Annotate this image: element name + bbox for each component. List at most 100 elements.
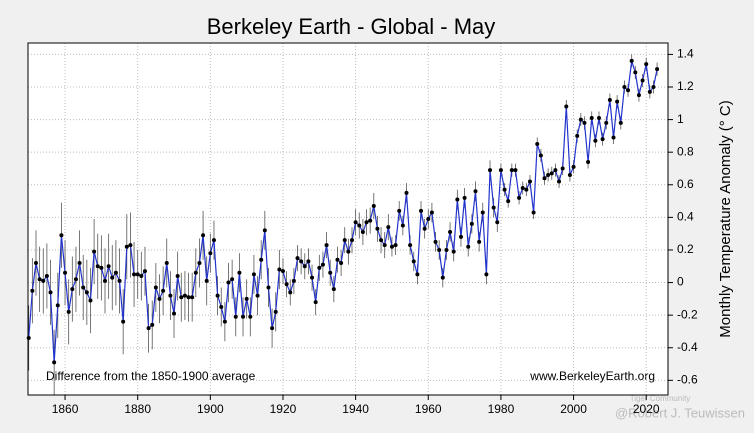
data-point [48, 290, 53, 295]
data-point [466, 244, 471, 249]
data-point [531, 210, 536, 215]
plot-border [27, 42, 669, 396]
y-tick-label: 1.2 [677, 79, 694, 93]
y-tick-label: -0.2 [677, 307, 698, 321]
data-point [488, 168, 493, 173]
data-point [589, 115, 594, 120]
data-point [546, 173, 551, 177]
data-point [458, 234, 463, 239]
data-point [527, 179, 532, 184]
data-point [164, 261, 169, 265]
data-point [360, 230, 365, 235]
data-point [66, 309, 71, 314]
y-tick-label: 0 [677, 275, 684, 289]
data-point [55, 303, 60, 308]
data-point [331, 287, 336, 292]
data-point [313, 300, 318, 305]
data-point [575, 133, 580, 138]
data-point [44, 274, 49, 279]
data-point [259, 257, 264, 262]
data-point [451, 249, 456, 254]
data-point [339, 261, 344, 265]
data-point [600, 137, 605, 142]
data-point [273, 309, 278, 314]
data-point [535, 142, 540, 147]
data-point [117, 278, 122, 283]
data-point [419, 208, 424, 213]
watermark: Tiger Community [630, 394, 691, 403]
data-point [317, 265, 322, 270]
data-point [99, 265, 104, 270]
x-tick-label: 1920 [270, 402, 297, 416]
data-point [124, 244, 129, 249]
x-tick-label: 2020 [633, 402, 660, 416]
data-point [462, 195, 467, 200]
data-point [208, 251, 213, 256]
data-point [346, 249, 351, 254]
y-tick-label: 0.8 [677, 144, 694, 158]
data-point [571, 164, 576, 169]
data-point [77, 261, 82, 265]
data-point [364, 220, 369, 225]
data-point [26, 335, 31, 340]
data-point [426, 217, 431, 221]
data-point [121, 319, 126, 324]
y-tick-label: 1.4 [677, 47, 694, 61]
data-point [498, 168, 503, 173]
data-point [179, 295, 184, 300]
data-point [277, 267, 282, 272]
data-point [59, 233, 64, 238]
data-point [139, 274, 144, 279]
data-point [408, 243, 413, 248]
y-tick-label: -0.4 [677, 340, 698, 354]
y-tick-label: 0.4 [677, 210, 694, 224]
data-point [142, 269, 147, 274]
data-point [241, 314, 246, 319]
data-point [636, 93, 641, 98]
data-point [30, 288, 35, 293]
data-point [655, 67, 660, 72]
data-point [226, 280, 231, 285]
data-point [578, 117, 583, 122]
data-point [201, 233, 206, 238]
data-point [353, 220, 358, 225]
data-point [567, 173, 572, 177]
data-point [586, 159, 591, 164]
data-point [81, 285, 86, 290]
data-point [280, 269, 285, 274]
data-point [222, 319, 227, 324]
data-point [469, 221, 474, 226]
data-point [320, 262, 325, 267]
data-point [95, 264, 100, 269]
data-point [113, 270, 118, 275]
data-point [644, 62, 649, 67]
data-point [640, 78, 645, 83]
data-point [270, 326, 275, 331]
annotation: Difference from the 1850-1900 average [46, 369, 256, 383]
annotation: www.BerkeleyEarth.org [529, 369, 655, 383]
data-point [190, 295, 195, 300]
data-point [560, 166, 565, 171]
data-point [615, 99, 620, 104]
data-point [73, 277, 78, 282]
data-point [379, 238, 384, 243]
data-point [211, 238, 216, 243]
chart-title: Berkeley Earth - Global - May [207, 14, 496, 39]
data-point [473, 189, 478, 194]
data-point [172, 311, 177, 316]
y-tick-label: 0.6 [677, 177, 694, 191]
data-point [161, 288, 166, 293]
data-point [397, 208, 402, 213]
data-point [542, 176, 547, 181]
data-point [193, 270, 198, 275]
data-point [103, 278, 108, 283]
x-tick-label: 1860 [52, 402, 79, 416]
x-tick-label: 1980 [488, 402, 515, 416]
data-point [150, 322, 155, 327]
data-point [306, 259, 311, 264]
data-point [291, 278, 296, 283]
data-point [622, 85, 627, 89]
data-point [455, 197, 460, 202]
data-point [146, 326, 151, 331]
